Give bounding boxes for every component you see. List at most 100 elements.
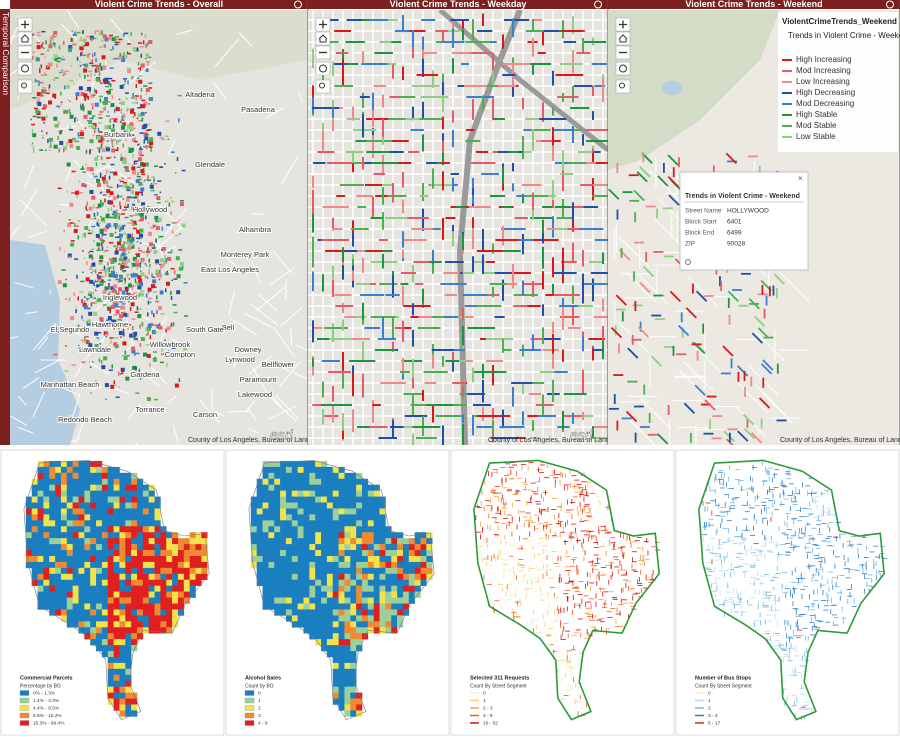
crime-segment	[119, 326, 122, 328]
region	[113, 466, 120, 474]
popup-field-value: HOLLYWOOD	[727, 208, 769, 215]
region	[49, 478, 56, 485]
region	[262, 484, 269, 491]
crime-segment	[108, 268, 111, 273]
region	[131, 692, 138, 699]
region	[113, 686, 120, 693]
crime-segment	[138, 249, 143, 252]
search-button[interactable]	[615, 79, 631, 94]
crime-segment	[123, 256, 128, 261]
side-tab[interactable]	[0, 9, 10, 445]
region	[309, 550, 316, 557]
crime-segment	[91, 229, 94, 234]
region	[274, 526, 281, 533]
region	[119, 692, 126, 699]
popup-close[interactable]: ×	[798, 174, 803, 183]
region	[101, 466, 109, 474]
refresh-button[interactable]	[615, 61, 631, 76]
crime-segment	[154, 356, 156, 359]
crime-segment	[148, 297, 153, 300]
crime-segment	[93, 129, 96, 134]
region	[297, 508, 304, 515]
region	[25, 550, 32, 557]
crime-segment	[113, 108, 116, 113]
region	[142, 514, 149, 521]
region	[154, 514, 161, 521]
region	[37, 460, 44, 468]
region	[326, 597, 334, 604]
region	[119, 710, 126, 717]
region	[309, 526, 316, 533]
crime-segment	[164, 255, 166, 260]
search-button[interactable]	[17, 79, 33, 94]
zoom-button[interactable]	[17, 31, 33, 46]
info-button[interactable]	[594, 0, 602, 9]
region	[309, 514, 316, 521]
region	[113, 484, 120, 491]
region	[96, 597, 103, 604]
crime-segment	[127, 196, 132, 198]
search-button[interactable]	[315, 79, 331, 94]
street	[227, 410, 251, 413]
crime-segment	[130, 273, 135, 278]
crime-segment	[139, 119, 141, 122]
zoom-button[interactable]	[615, 31, 631, 46]
crime-segment	[120, 367, 125, 372]
crime-segment	[102, 217, 104, 220]
region	[60, 496, 68, 503]
region	[338, 526, 345, 533]
crime-segment	[124, 92, 129, 94]
street	[275, 394, 299, 420]
region	[101, 573, 109, 581]
zoom-button[interactable]	[315, 31, 331, 46]
crime-segment	[123, 182, 128, 184]
crime-segment	[139, 324, 141, 329]
crime-segment	[97, 337, 100, 340]
crime-segment	[141, 173, 146, 176]
panel-header	[308, 0, 608, 9]
street	[171, 338, 184, 348]
region	[183, 555, 190, 563]
crime-segment	[163, 260, 168, 265]
crime-segment	[69, 143, 74, 148]
crime-segment	[125, 129, 130, 134]
crime-segment	[82, 271, 84, 274]
region	[303, 609, 310, 616]
region	[119, 656, 126, 664]
crime-segment	[108, 81, 110, 86]
region	[315, 514, 322, 521]
popup-zoom[interactable]	[685, 259, 691, 265]
region	[385, 585, 392, 592]
region	[426, 544, 433, 551]
region	[160, 597, 167, 604]
region	[250, 532, 257, 539]
panel-title: Violent Crime Trends - Overall	[95, 0, 223, 9]
crime-segment	[152, 357, 157, 362]
region	[125, 621, 132, 628]
street	[249, 302, 278, 326]
crime-segment	[98, 204, 100, 206]
crime-segment	[95, 285, 100, 287]
crime-segment	[135, 191, 140, 196]
region	[326, 526, 334, 533]
region	[356, 526, 363, 533]
region	[125, 698, 132, 705]
info-button[interactable]	[886, 0, 894, 9]
refresh-button[interactable]	[315, 61, 331, 76]
crime-segment	[121, 57, 126, 62]
legend-label: High Decreasing	[796, 88, 855, 97]
refresh-button[interactable]	[17, 61, 33, 76]
crime-segment	[153, 194, 158, 196]
crime-segment	[103, 265, 106, 270]
crime-segment	[149, 184, 154, 189]
crime-segment	[140, 34, 143, 36]
region	[262, 579, 269, 586]
info-button[interactable]	[294, 0, 302, 9]
region	[49, 502, 56, 509]
region	[344, 633, 351, 640]
crime-segment	[138, 368, 141, 373]
crime-segment	[114, 250, 119, 255]
region	[338, 692, 345, 699]
crime-segment	[100, 66, 103, 71]
